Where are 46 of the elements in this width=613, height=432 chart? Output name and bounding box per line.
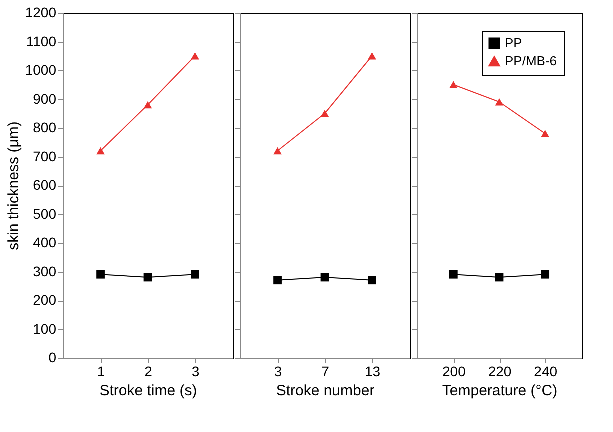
y-tick-label: 500 bbox=[33, 206, 57, 222]
x-axis-title: Stroke time (s) bbox=[100, 382, 198, 400]
x-tick-label: 240 bbox=[534, 364, 558, 380]
point bbox=[495, 273, 504, 282]
y-tick-label: 200 bbox=[33, 292, 57, 308]
y-tick-label: 400 bbox=[33, 234, 57, 250]
y-axis-title: skin thickness (μm) bbox=[5, 122, 22, 250]
point bbox=[191, 270, 200, 279]
x-axis-title: Temperature (°C) bbox=[442, 382, 558, 400]
point bbox=[541, 270, 550, 279]
y-tick-label: 900 bbox=[33, 90, 57, 107]
point bbox=[368, 52, 376, 60]
point bbox=[368, 276, 376, 285]
y-tick-label: 1100 bbox=[26, 33, 57, 50]
y-tick-label: 1000 bbox=[25, 62, 57, 78]
x-tick-label: 3 bbox=[274, 364, 282, 380]
x-tick-label: 200 bbox=[442, 364, 466, 380]
y-tick-label: 300 bbox=[33, 263, 57, 280]
y-tick-label: 800 bbox=[33, 120, 57, 136]
y-tick-label: 0 bbox=[48, 350, 57, 366]
y-tick-label: 100 bbox=[33, 320, 57, 337]
y-tick-label: 1200 bbox=[25, 4, 57, 20]
point bbox=[144, 273, 152, 282]
point bbox=[449, 81, 458, 88]
point bbox=[320, 273, 330, 282]
point bbox=[144, 101, 152, 109]
x-tick-label: 3 bbox=[192, 364, 200, 380]
legend-label: PP/MB-6 bbox=[505, 54, 558, 68]
x-tick-label: 2 bbox=[144, 364, 153, 380]
x-tick-label: 13 bbox=[364, 364, 381, 380]
point bbox=[495, 98, 504, 106]
point bbox=[274, 147, 282, 155]
y-tick-label: 600 bbox=[33, 177, 57, 193]
point bbox=[541, 130, 550, 138]
legend-label: PP bbox=[505, 36, 522, 50]
point bbox=[274, 276, 282, 285]
point bbox=[320, 110, 330, 118]
point bbox=[191, 52, 200, 60]
point bbox=[96, 270, 105, 279]
x-tick-label: 220 bbox=[488, 364, 512, 380]
point bbox=[449, 270, 458, 279]
x-tick-label: 1 bbox=[97, 364, 106, 380]
point bbox=[96, 147, 105, 155]
x-axis-title: Stroke number bbox=[276, 382, 375, 400]
x-tick-label: 7 bbox=[322, 364, 330, 380]
y-tick-label: 700 bbox=[33, 148, 57, 164]
